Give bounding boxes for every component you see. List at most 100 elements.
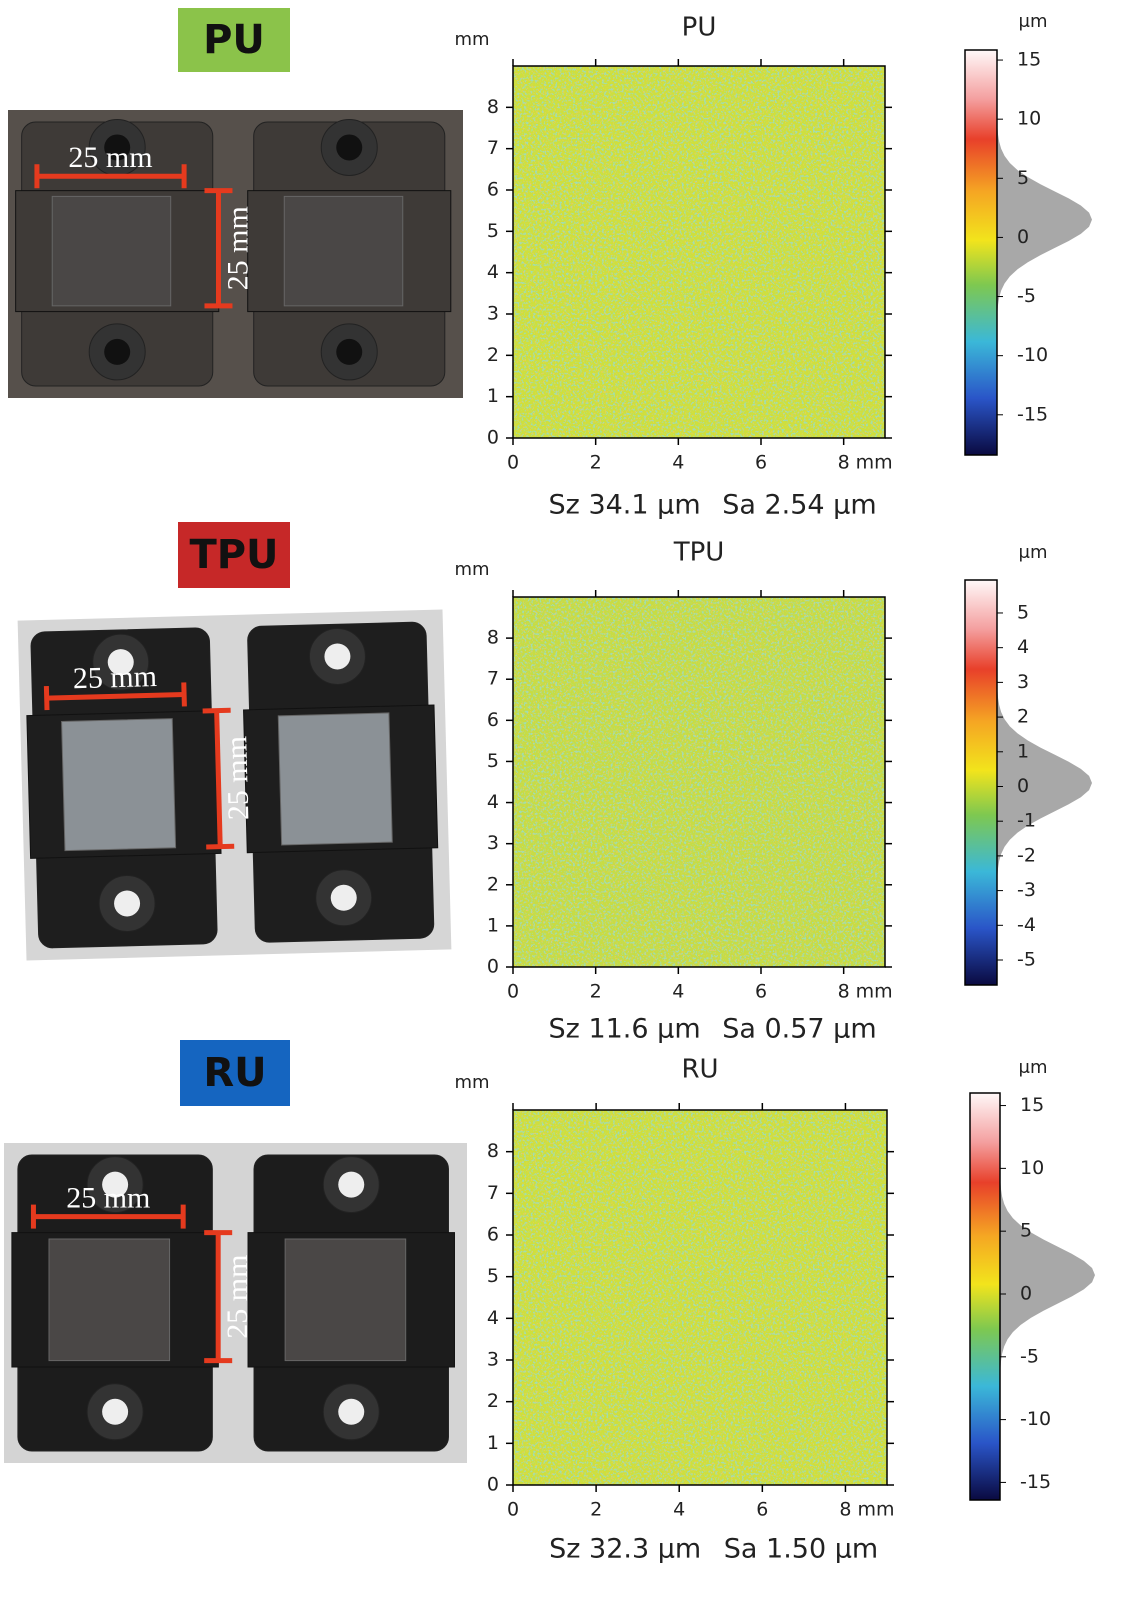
colorbar-unit: μm — [1019, 542, 1048, 563]
map-title: PU — [682, 13, 717, 43]
dimension-label: 25 mm — [66, 1181, 150, 1214]
dimension-line — [181, 682, 187, 707]
colorbar-tick-label: -5 — [1017, 285, 1036, 307]
colorbar-unit: μm — [1019, 11, 1048, 32]
colorbar-tick-label: -3 — [1017, 879, 1036, 901]
x-tick-label: 2 — [590, 452, 602, 474]
y-tick-label: 5 — [487, 750, 499, 772]
dimension-line — [214, 710, 223, 847]
colorbar-unit: μm — [1019, 1057, 1048, 1078]
photo: 25 mm 25 mm — [4, 1143, 467, 1463]
x-tick-label: 6 — [755, 452, 767, 474]
hole — [107, 649, 134, 676]
x-unit: mm — [857, 1499, 894, 1521]
plot-frame — [512, 65, 886, 439]
dimension-label: 25 mm — [68, 141, 152, 174]
histogram — [997, 106, 1092, 334]
map-title: RU — [681, 1055, 718, 1085]
colorbar-tick-label: -4 — [1017, 914, 1036, 936]
x-tick-label: 0 — [507, 1499, 519, 1521]
colorbar-tick-label: -10 — [1017, 344, 1048, 366]
label-box — [178, 8, 290, 72]
colorbar-tick-label: 10 — [1020, 1157, 1044, 1179]
dimension-line — [46, 691, 185, 701]
y-tick-label: 6 — [487, 1224, 499, 1246]
plot-frame — [512, 596, 886, 968]
dimension-label: 25 mm — [72, 660, 157, 695]
y-tick-label: 5 — [487, 220, 499, 242]
colorbar-tick-label: -15 — [1020, 1471, 1051, 1493]
colorbar-tick-label: 0 — [1017, 775, 1029, 797]
y-tick-label: 0 — [487, 1474, 499, 1496]
y-tick-label: 3 — [487, 1349, 499, 1371]
y-tick-label: 2 — [487, 873, 499, 895]
colorbar-tick-label: 3 — [1017, 671, 1029, 693]
panel-label: PU — [203, 17, 265, 63]
x-tick-label: 4 — [672, 452, 684, 474]
stat: Sa 1.50 μm — [724, 1534, 878, 1565]
y-tick-label: 1 — [487, 385, 499, 407]
hole — [336, 338, 363, 365]
dimension-label: 25 mm — [221, 1255, 254, 1339]
x-tick-label: 8 — [838, 981, 850, 1003]
height-map-texture — [513, 66, 885, 438]
sample — [283, 195, 404, 307]
hole — [114, 890, 141, 917]
y-tick-label: 4 — [487, 1307, 499, 1329]
y-tick-label: 8 — [487, 96, 499, 118]
y-unit: mm — [454, 1072, 489, 1093]
colorbar-tick-label: 1 — [1017, 740, 1029, 762]
colorbar-tick-label: -1 — [1017, 810, 1036, 832]
y-tick-label: 0 — [487, 427, 499, 449]
y-tick-label: 3 — [487, 303, 499, 325]
colorbar-tick-label: 10 — [1017, 108, 1041, 130]
y-tick-label: 6 — [487, 709, 499, 731]
colorbar-tick-label: 4 — [1017, 636, 1029, 658]
hole — [102, 1398, 129, 1425]
panel-label: RU — [203, 1050, 266, 1096]
x-tick-label: 6 — [756, 1499, 768, 1521]
y-tick-label: 4 — [487, 261, 499, 283]
label-box — [180, 1040, 290, 1106]
y-tick-label: 2 — [487, 1390, 499, 1412]
hole — [336, 134, 363, 161]
photo: 25 mm 25 mm — [8, 110, 463, 398]
x-unit: mm — [856, 981, 893, 1003]
x-tick-label: 8 — [838, 452, 850, 474]
sample — [61, 718, 177, 852]
hole — [338, 1398, 365, 1425]
colorbar-tick-label: 5 — [1017, 601, 1029, 623]
sample — [48, 1238, 171, 1362]
sample — [284, 1238, 407, 1362]
stat: Sa 0.57 μm — [722, 1014, 876, 1045]
y-tick-label: 3 — [487, 832, 499, 854]
x-unit: mm — [856, 452, 893, 474]
dimension-label: 25 mm — [221, 206, 254, 290]
y-tick-label: 8 — [487, 1140, 499, 1162]
colorbar-tick-label: -10 — [1020, 1408, 1051, 1430]
x-tick-label: 0 — [507, 981, 519, 1003]
x-tick-label: 4 — [672, 981, 684, 1003]
x-tick-label: 2 — [590, 981, 602, 1003]
colorbar — [964, 49, 998, 456]
hole — [102, 1171, 129, 1198]
dimension-line — [43, 686, 50, 711]
colorbar-tick-label: -5 — [1020, 1345, 1039, 1367]
y-tick-label: 6 — [487, 179, 499, 201]
y-tick-label: 1 — [487, 914, 499, 936]
hole — [324, 643, 351, 670]
x-tick-label: 0 — [507, 452, 519, 474]
y-tick-label: 1 — [487, 1432, 499, 1454]
panel-label: TPU — [189, 532, 278, 578]
y-tick-label: 0 — [487, 956, 499, 978]
x-tick-label: 2 — [590, 1499, 602, 1521]
colorbar-tick-label: 2 — [1017, 706, 1029, 728]
stat: Sz 11.6 μm — [549, 1014, 701, 1045]
map-title: TPU — [673, 538, 725, 568]
stat: Sz 32.3 μm — [549, 1534, 701, 1565]
colorbar — [969, 1092, 1001, 1501]
hole — [104, 134, 131, 161]
y-tick-label: 5 — [487, 1265, 499, 1287]
y-unit: mm — [454, 29, 489, 50]
hole — [330, 884, 357, 911]
